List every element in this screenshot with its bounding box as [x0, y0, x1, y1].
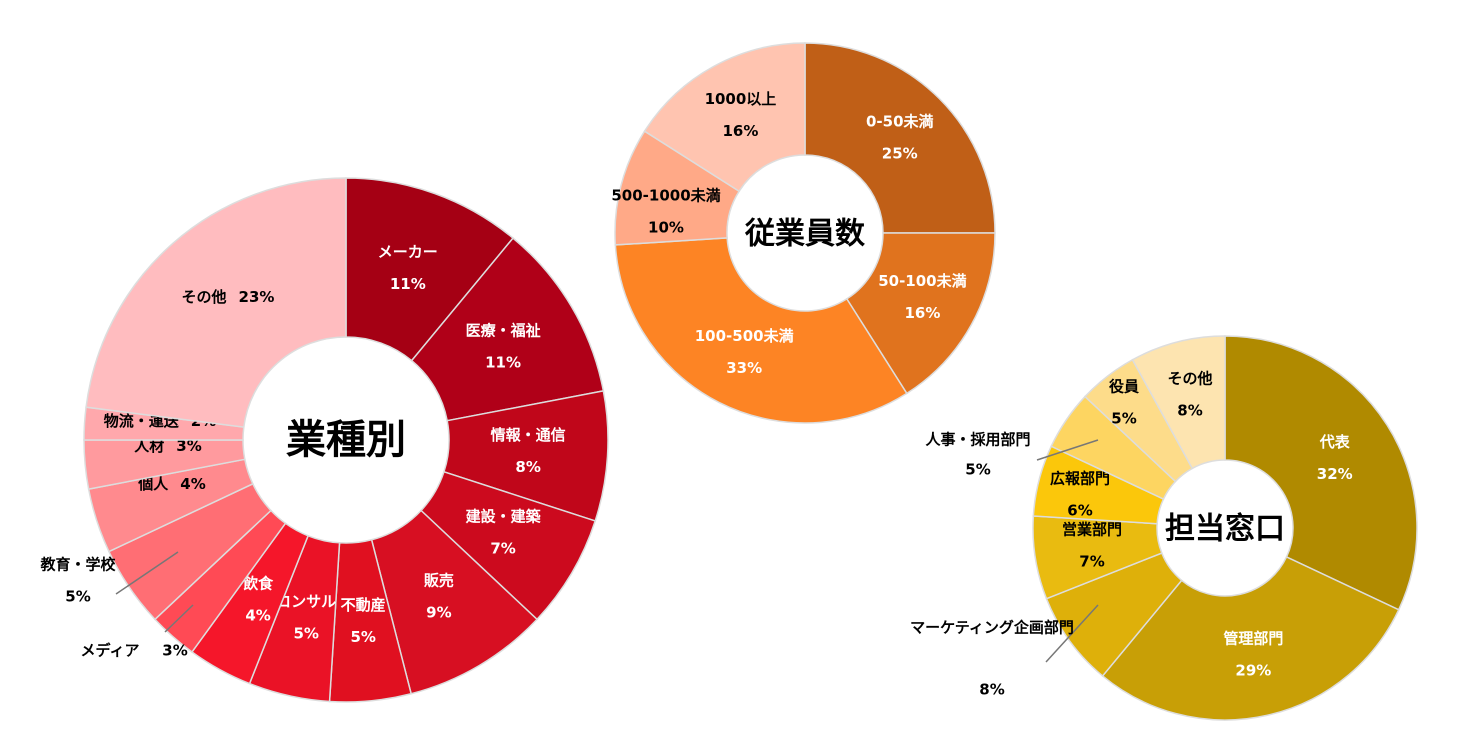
- slice-label: 50-100未満: [878, 272, 966, 290]
- leader-line: [115, 551, 179, 595]
- chart-title: 担当窓口: [1165, 512, 1285, 547]
- value-label: 5%: [965, 461, 990, 479]
- value-label: 5%: [293, 625, 318, 643]
- value-label: 6%: [1067, 502, 1092, 520]
- leader-line: [1036, 439, 1099, 461]
- value-label: 25%: [882, 145, 918, 163]
- slice-label: コンサル: [276, 593, 336, 611]
- value-label: 8%: [515, 458, 540, 476]
- slice-label: 代表: [1319, 433, 1351, 451]
- value-label: 4%: [245, 606, 270, 624]
- value-label: 3%: [162, 642, 187, 660]
- slice-label: 役員: [1109, 378, 1139, 396]
- donut-slice: [845, 232, 996, 395]
- slice-label: 1000以上: [705, 90, 777, 108]
- donut-slice: [1101, 555, 1400, 721]
- value-label: 5%: [65, 588, 90, 606]
- slice-label: 0-50未満: [866, 113, 934, 131]
- value-label: 9%: [426, 604, 451, 622]
- leader-line: [1045, 604, 1099, 663]
- slice-label: 情報・通信: [491, 426, 566, 444]
- value-label: 5%: [350, 628, 375, 646]
- value-label: 11%: [390, 275, 426, 293]
- slice-label: その他 23%: [182, 288, 275, 306]
- donut-slice: [85, 177, 347, 428]
- slice-label: 不動産: [341, 596, 386, 614]
- slice-label: 建設・建築: [466, 507, 542, 525]
- slice-label: 教育・学校: [39, 556, 116, 574]
- slice-label: 医療・福祉: [466, 322, 541, 340]
- value-label: 32%: [1317, 465, 1353, 483]
- slice-label: 営業部門: [1062, 521, 1122, 539]
- value-label: 33%: [726, 359, 762, 377]
- donut-slice: [643, 42, 806, 193]
- slice-label: 人事・採用部門: [925, 431, 1030, 449]
- value-label: 5%: [1111, 410, 1136, 428]
- value-label: 4%: [180, 475, 205, 493]
- category-text: 人材: [134, 437, 164, 455]
- donut-slice: [1131, 335, 1226, 470]
- slice-label: 広報部門: [1050, 470, 1110, 488]
- value-label: 16%: [904, 304, 940, 322]
- slice-label: メーカー: [378, 243, 438, 261]
- slice-label: 人材 3%: [134, 437, 201, 455]
- donut-slice: [410, 237, 605, 422]
- value-label: 29%: [1235, 661, 1271, 679]
- value-label: 10%: [648, 219, 684, 237]
- slice-label: その他: [1167, 370, 1212, 388]
- chart-title: 業種別: [286, 417, 406, 463]
- donut-slice: [1224, 335, 1418, 611]
- value-label: 23%: [239, 288, 275, 306]
- slice-label: 管理部門: [1223, 629, 1283, 647]
- value-label: 16%: [722, 122, 758, 140]
- slice-label: メディア: [81, 642, 140, 660]
- value-label: 7%: [490, 539, 515, 557]
- donut-slice: [345, 177, 515, 362]
- category-text: その他: [182, 288, 227, 306]
- slice-label: マーケティング企画部門: [910, 619, 1074, 637]
- value-label: 3%: [176, 437, 201, 455]
- chart-title: 従業員数: [744, 217, 866, 252]
- donut-slice: [804, 42, 996, 234]
- slice-label: 飲食: [242, 574, 274, 592]
- donut-slice: [614, 237, 908, 424]
- value-label: 8%: [979, 681, 1004, 699]
- slice-label: 500-1000未満: [611, 187, 720, 205]
- value-label: 7%: [1079, 553, 1104, 571]
- value-label: 8%: [1177, 402, 1202, 420]
- value-label: 11%: [485, 354, 521, 372]
- slice-label: 100-500未満: [695, 327, 794, 345]
- slice-label: 販売: [424, 572, 454, 590]
- leader-line: [164, 604, 194, 633]
